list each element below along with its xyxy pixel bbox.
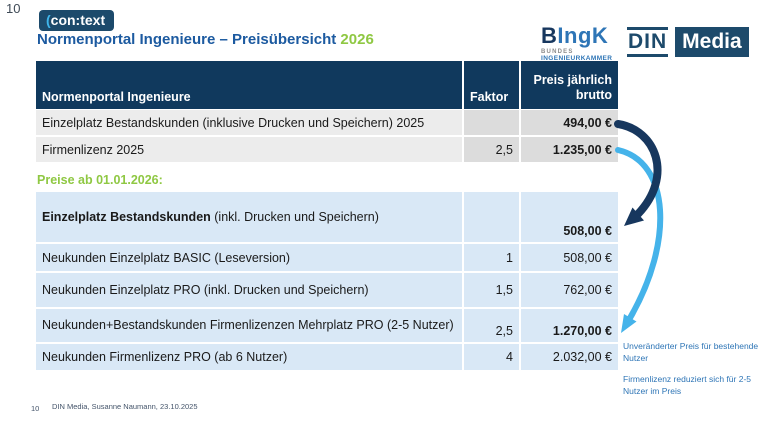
bingk-letter-b: B — [541, 23, 558, 48]
page-title: Normenportal Ingenieure – Preisübersicht… — [37, 31, 374, 48]
row-name: Einzelplatz Bestandskunden (inkl. Drucke… — [36, 192, 462, 242]
row-name-rest: (inkl. Drucken und Speichern) — [210, 210, 379, 224]
row-faktor: 1 — [464, 244, 519, 271]
table-row: Neukunden+Bestandskunden Firmenlizenzen … — [36, 309, 618, 342]
table-row: Firmenlizenz 2025 2,5 1.235,00 € — [36, 137, 618, 162]
row-faktor — [464, 110, 519, 135]
column-header-price: Preis jährlich brutto — [521, 61, 618, 109]
din-media-logo: DIN Media — [627, 27, 749, 57]
footer-page-number: 10 — [31, 404, 40, 413]
bingk-subline-kammer: INGENIEURKAMMER — [541, 55, 613, 62]
slide-number: 10 — [6, 1, 21, 16]
din-wordmark: DIN — [627, 27, 669, 57]
bingk-logo: BIngK BUNDES INGENIEURKAMMER — [541, 25, 612, 63]
row-name-bold: Einzelplatz Bestandskunden — [42, 210, 211, 224]
row-price: 494,00 € — [521, 110, 618, 135]
row-price: 508,00 € — [521, 192, 618, 242]
page-title-year: 2026 — [340, 31, 374, 48]
row-name: Firmenlizenz 2025 — [36, 137, 462, 162]
column-header-name: Normenportal Ingenieure — [36, 61, 462, 109]
row-faktor: 1,5 — [464, 273, 519, 307]
row-name: Neukunden Einzelplatz BASIC (Leseversion… — [36, 244, 462, 271]
bingk-subline-bundes: BUNDES — [541, 49, 574, 55]
row-price: 762,00 € — [521, 273, 618, 307]
context-logo-bracket: ( — [46, 12, 51, 28]
table-row: Einzelplatz Bestandskunden (inkl. Drucke… — [36, 192, 618, 242]
row-price: 1.235,00 € — [521, 137, 618, 162]
row-faktor: 4 — [464, 344, 519, 370]
curved-arrow-dark-head-icon — [624, 207, 644, 226]
table-row: Einzelplatz Bestandskunden (inklusive Dr… — [36, 110, 618, 135]
table-row: Neukunden Firmenlizenz PRO (ab 6 Nutzer)… — [36, 344, 618, 370]
row-faktor — [464, 192, 519, 242]
row-name: Neukunden+Bestandskunden Firmenlizenzen … — [36, 309, 462, 342]
curved-arrow-light-head-icon — [621, 314, 637, 333]
row-name: Neukunden Firmenlizenz PRO (ab 6 Nutzer) — [36, 344, 462, 370]
row-name: Einzelplatz Bestandskunden (inklusive Dr… — [36, 110, 462, 135]
footer-credit: DIN Media, Susanne Naumann, 23.10.2025 — [52, 402, 198, 411]
row-price: 508,00 € — [521, 244, 618, 271]
annotation-unchanged-price: Unveränderter Preis für bestehende Nutze… — [623, 341, 759, 363]
table-header-row: Normenportal Ingenieure Faktor Preis jäh… — [36, 61, 618, 109]
table-row: Neukunden Einzelplatz PRO (inkl. Drucken… — [36, 273, 618, 307]
curved-arrow-dark-icon — [614, 120, 662, 218]
context-logo-text: con:text — [50, 12, 106, 28]
bingk-wordmark: BIngK — [541, 25, 612, 47]
page-title-main: Normenportal Ingenieure – Preisübersicht — [37, 31, 341, 48]
row-price: 2.032,00 € — [521, 344, 618, 370]
row-price: 1.270,00 € — [521, 309, 618, 342]
section-label-2026: Preise ab 01.01.2026: — [37, 173, 163, 187]
bingk-letters-ingk: IngK — [557, 23, 609, 48]
curved-arrow-light-icon — [615, 147, 664, 321]
din-media-wordmark: Media — [675, 27, 749, 57]
row-faktor: 2,5 — [464, 137, 519, 162]
column-header-faktor: Faktor — [464, 61, 519, 109]
annotation-firmenlizenz: Firmenlizenz reduziert sich für 2-5 Nutz… — [623, 374, 752, 396]
row-name: Neukunden Einzelplatz PRO (inkl. Drucken… — [36, 273, 462, 307]
row-faktor: 2,5 — [464, 309, 519, 342]
column-header-price-text: Preis jährlich brutto — [533, 72, 612, 103]
table-row: Neukunden Einzelplatz BASIC (Leseversion… — [36, 244, 618, 271]
context-logo: (con:text — [39, 10, 115, 31]
